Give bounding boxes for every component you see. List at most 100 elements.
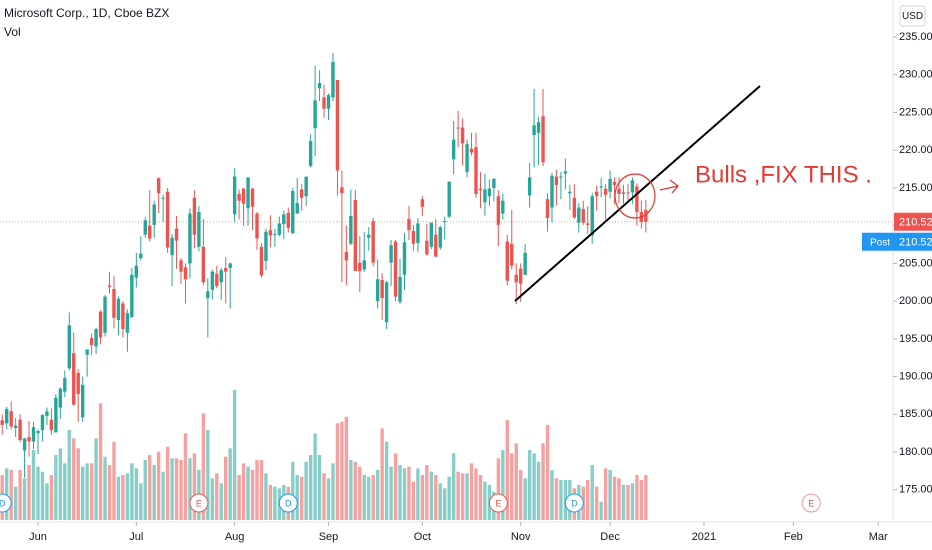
x-tick-label: Feb bbox=[784, 531, 803, 543]
volume-bar bbox=[599, 501, 603, 520]
volume-bar bbox=[496, 458, 501, 520]
candle-body bbox=[322, 97, 326, 109]
y-tick-label: 180.00 bbox=[899, 446, 932, 458]
candle-body bbox=[36, 430, 40, 434]
volume-bar bbox=[273, 486, 277, 520]
volume-bar bbox=[67, 430, 71, 520]
candle-body bbox=[197, 212, 201, 247]
volume-bar bbox=[621, 485, 626, 520]
volume-bar bbox=[165, 446, 170, 520]
candle-body bbox=[626, 192, 630, 194]
candle-body bbox=[116, 298, 121, 320]
candle-body bbox=[268, 230, 273, 236]
volume-bar bbox=[107, 465, 112, 520]
volume-bar bbox=[13, 486, 18, 520]
candle-body bbox=[170, 237, 174, 256]
candle-body bbox=[644, 209, 648, 222]
candle-body bbox=[344, 252, 349, 261]
candle-body bbox=[89, 338, 94, 345]
volume-bar bbox=[36, 466, 40, 520]
event-label: E bbox=[196, 498, 202, 508]
candle-body bbox=[617, 188, 621, 194]
volume-bar bbox=[210, 478, 214, 520]
candle-body bbox=[139, 253, 143, 259]
candle-body bbox=[295, 203, 299, 214]
volume-bar bbox=[40, 471, 45, 520]
candle-body bbox=[621, 192, 626, 194]
volume-bar bbox=[411, 481, 416, 520]
candle-body bbox=[492, 178, 496, 188]
candle-body bbox=[40, 415, 45, 431]
volume-bar bbox=[362, 475, 366, 520]
post-tag: Post bbox=[870, 237, 890, 248]
volume-bar bbox=[317, 455, 322, 520]
volume-bar bbox=[45, 483, 49, 520]
candle-body bbox=[384, 282, 389, 323]
candle-body bbox=[393, 241, 398, 297]
candle-body bbox=[483, 189, 487, 203]
volume-bar bbox=[103, 456, 107, 520]
candle-body bbox=[451, 139, 456, 160]
x-tick-label: Mar bbox=[869, 531, 888, 543]
circle-drawing bbox=[614, 173, 656, 219]
volume-bar bbox=[465, 473, 469, 520]
candle-body bbox=[250, 188, 255, 207]
candle-body bbox=[536, 122, 541, 133]
candle-body bbox=[447, 181, 451, 217]
candle-body bbox=[594, 191, 599, 197]
volume-bar bbox=[478, 475, 483, 520]
volume-bar bbox=[201, 413, 206, 520]
volume-bar bbox=[219, 483, 223, 520]
volume-bar bbox=[143, 460, 147, 520]
candle-body bbox=[148, 225, 152, 239]
volume-bar bbox=[425, 465, 429, 520]
volume-bar bbox=[469, 463, 474, 520]
candle-body bbox=[527, 177, 532, 196]
volume-bar bbox=[31, 450, 36, 520]
volume-bar bbox=[72, 438, 76, 520]
candle-body bbox=[541, 116, 545, 163]
volume-bar bbox=[384, 441, 389, 520]
candle-body bbox=[380, 280, 384, 299]
volume-bar bbox=[228, 448, 232, 520]
x-tick-label: Jun bbox=[29, 531, 47, 543]
candle-body bbox=[103, 296, 107, 333]
volume-bar bbox=[612, 476, 617, 520]
candle-body bbox=[563, 171, 568, 174]
volume-bar bbox=[188, 458, 192, 520]
volume-bar bbox=[393, 453, 398, 520]
x-tick-label: Jul bbox=[129, 531, 143, 543]
candle-body bbox=[237, 193, 241, 201]
candle-body bbox=[331, 61, 335, 98]
currency-box[interactable] bbox=[899, 5, 926, 27]
candle-body bbox=[612, 181, 617, 185]
candle-body bbox=[389, 245, 393, 263]
volume-bar bbox=[170, 458, 174, 520]
candle-body bbox=[434, 234, 438, 257]
volume-bar bbox=[134, 468, 139, 520]
candle-body bbox=[67, 325, 71, 369]
volume-bar bbox=[545, 425, 550, 520]
volume-bar bbox=[514, 443, 518, 520]
candle-body bbox=[282, 214, 286, 225]
event-marker bbox=[278, 493, 298, 513]
volume-bar bbox=[536, 461, 541, 520]
candle-body bbox=[228, 263, 232, 268]
candle-body bbox=[353, 200, 358, 271]
x-tick-label: Oct bbox=[414, 531, 431, 543]
event-label: D bbox=[0, 498, 6, 508]
volume-bar bbox=[523, 478, 527, 520]
volume-bar bbox=[510, 453, 514, 520]
y-tick-label: 185.00 bbox=[899, 408, 932, 420]
candle-body bbox=[156, 178, 161, 194]
candle-body bbox=[179, 260, 183, 272]
candle-body bbox=[420, 199, 425, 207]
candle-body bbox=[510, 243, 514, 266]
candle-body bbox=[259, 246, 264, 276]
candle-body bbox=[264, 231, 268, 262]
volume-bar bbox=[559, 480, 563, 520]
candle-body bbox=[286, 212, 290, 228]
volume-bar bbox=[554, 478, 559, 520]
volume-bar bbox=[639, 480, 644, 520]
volume-bar bbox=[125, 473, 130, 520]
